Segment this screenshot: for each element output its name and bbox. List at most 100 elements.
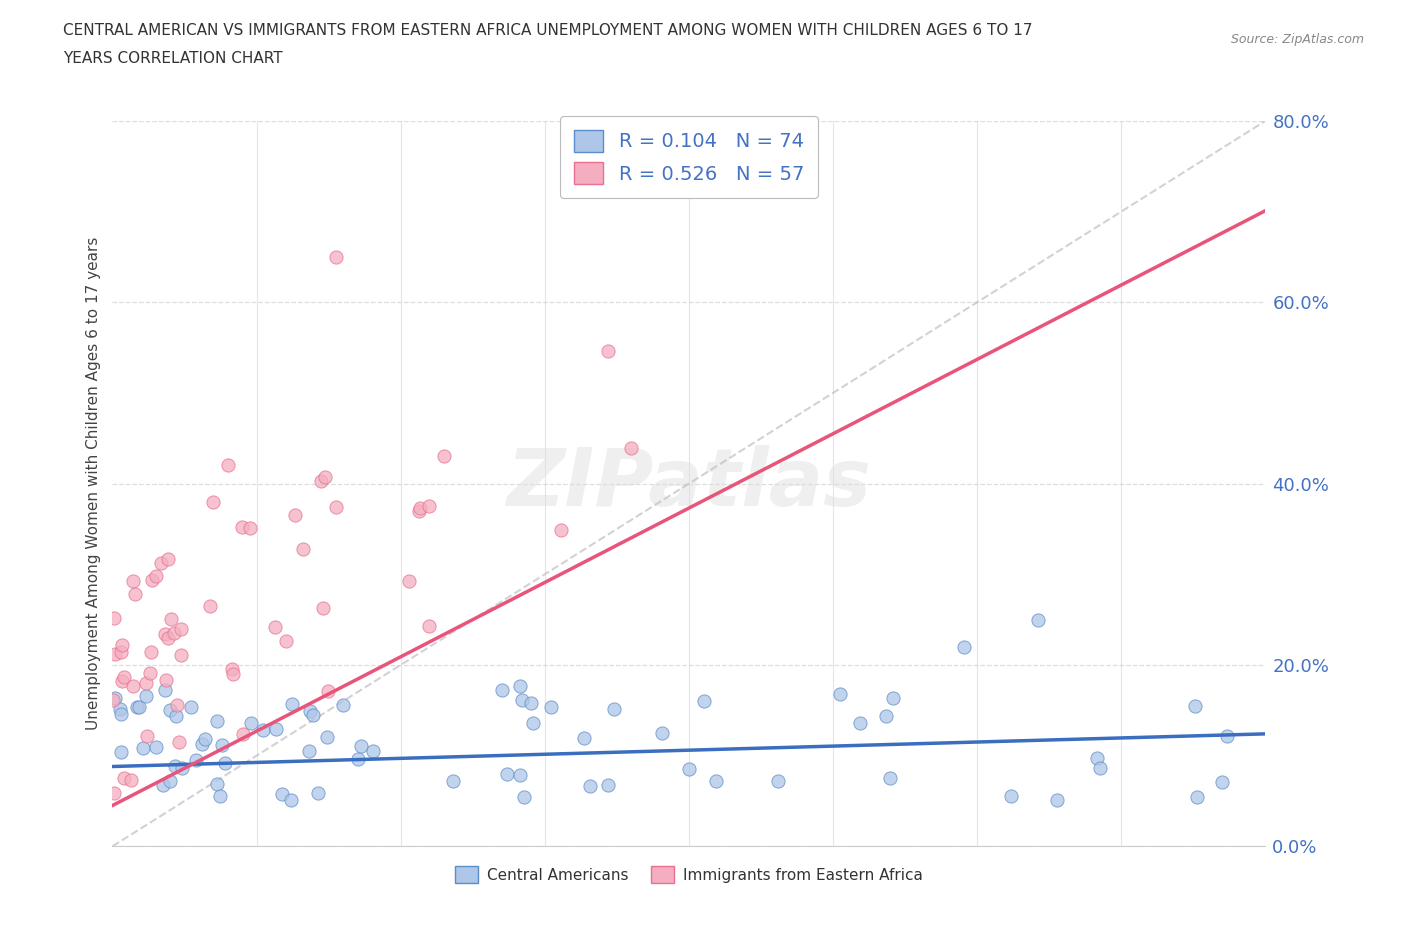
Point <box>155 627 177 642</box>
Text: CENTRAL AMERICAN VS IMMIGRANTS FROM EASTERN AFRICA UNEMPLOYMENT AMONG WOMEN WITH: CENTRAL AMERICAN VS IMMIGRANTS FROM EAST… <box>63 23 1033 38</box>
Point <box>132 740 155 755</box>
Point <box>828 686 851 701</box>
Point <box>1187 790 1209 804</box>
Point <box>953 640 976 655</box>
Point <box>281 697 304 711</box>
Point <box>1000 789 1022 804</box>
Point <box>875 709 897 724</box>
Point <box>1046 792 1069 807</box>
Point <box>301 708 323 723</box>
Point <box>104 690 127 705</box>
Point <box>603 701 626 716</box>
Point <box>346 751 368 766</box>
Point <box>325 249 347 264</box>
Point <box>149 556 172 571</box>
Point <box>103 611 125 626</box>
Point <box>620 441 643 456</box>
Point <box>139 644 162 659</box>
Point <box>120 773 142 788</box>
Point <box>540 699 562 714</box>
Text: ZIPatlas: ZIPatlas <box>506 445 872 523</box>
Point <box>136 728 159 743</box>
Point <box>280 792 302 807</box>
Point <box>110 706 132 721</box>
Point <box>112 670 135 684</box>
Point <box>160 612 183 627</box>
Point <box>122 679 145 694</box>
Point <box>207 714 229 729</box>
Point <box>202 495 225 510</box>
Point <box>232 727 254 742</box>
Point <box>704 774 727 789</box>
Point <box>879 770 901 785</box>
Point <box>145 739 167 754</box>
Point <box>231 520 253 535</box>
Point <box>298 743 321 758</box>
Point <box>284 507 307 522</box>
Point <box>207 777 229 791</box>
Point <box>156 631 179 645</box>
Point <box>139 666 162 681</box>
Point <box>550 522 572 537</box>
Point <box>208 789 231 804</box>
Point <box>325 499 347 514</box>
Point <box>191 737 214 751</box>
Point <box>221 661 243 676</box>
Y-axis label: Unemployment Among Women with Children Ages 6 to 17 years: Unemployment Among Women with Children A… <box>86 237 101 730</box>
Point <box>152 777 174 792</box>
Point <box>350 739 373 754</box>
Point <box>299 704 322 719</box>
Point <box>135 689 157 704</box>
Point <box>156 551 179 566</box>
Point <box>848 715 870 730</box>
Point <box>163 758 186 773</box>
Point <box>108 702 131 717</box>
Point <box>165 709 187 724</box>
Point <box>882 690 904 705</box>
Point <box>184 753 207 768</box>
Point <box>418 498 440 513</box>
Point <box>693 694 716 709</box>
Point <box>153 683 176 698</box>
Point <box>167 735 190 750</box>
Point <box>522 716 544 731</box>
Point <box>145 569 167 584</box>
Point <box>1085 751 1108 765</box>
Point <box>163 626 186 641</box>
Point <box>766 774 789 789</box>
Point <box>1216 729 1239 744</box>
Point <box>496 766 519 781</box>
Point <box>264 722 287 737</box>
Point <box>263 620 285 635</box>
Point <box>361 744 384 759</box>
Point <box>315 470 337 485</box>
Point <box>222 667 245 682</box>
Point <box>110 644 132 659</box>
Point <box>316 684 339 698</box>
Legend: Central Americans, Immigrants from Eastern Africa: Central Americans, Immigrants from Easte… <box>449 859 929 889</box>
Point <box>307 785 329 800</box>
Point <box>112 771 135 786</box>
Point <box>170 761 193 776</box>
Point <box>596 777 619 792</box>
Point <box>292 541 315 556</box>
Point <box>159 702 181 717</box>
Point <box>110 745 132 760</box>
Point <box>271 787 294 802</box>
Point <box>311 473 333 488</box>
Point <box>651 725 673 740</box>
Point <box>155 672 177 687</box>
Point <box>274 633 297 648</box>
Point <box>512 693 534 708</box>
Point <box>111 638 134 653</box>
Point <box>170 647 193 662</box>
Point <box>1184 698 1206 713</box>
Point <box>509 679 531 694</box>
Point <box>169 622 191 637</box>
Point <box>101 693 124 708</box>
Point <box>239 521 262 536</box>
Point <box>1211 774 1233 789</box>
Point <box>433 449 456 464</box>
Point <box>1026 612 1049 627</box>
Point <box>104 647 127 662</box>
